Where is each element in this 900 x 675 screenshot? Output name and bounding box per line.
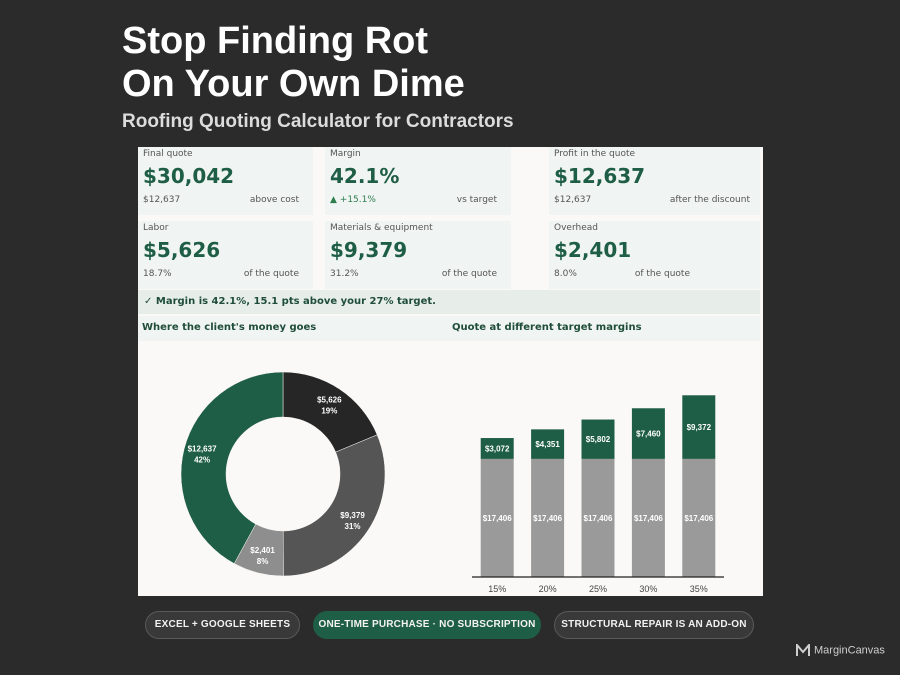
donut-slice — [180, 371, 284, 564]
kpi-sub-note: of the quote — [243, 269, 299, 279]
slice-percent-label: 19% — [321, 407, 337, 416]
bar-segment — [682, 395, 716, 459]
bar-section-title: Quote at different target margins — [448, 316, 760, 341]
kpi-label: Labor — [143, 223, 169, 233]
bar-value-label: $4,351 — [535, 440, 560, 449]
bar-value-label: $3,072 — [485, 444, 510, 453]
bar-segment — [531, 458, 565, 577]
bar-value-label: $7,460 — [636, 430, 661, 439]
pill-structural-repair: STRUCTURAL REPAIR IS AN ADD-ON — [554, 611, 754, 639]
bar-value-label: $17,406 — [634, 514, 663, 523]
x-tick-label: 25% — [589, 584, 607, 594]
donut-chart: $5,626 19% $9,379 31% $2,401 8% $12,637 42% — [180, 371, 386, 577]
kpi-value: $5,626 — [143, 238, 221, 262]
kpi-sub: 18.7% — [143, 269, 172, 279]
kpi-sub: $12,637 — [554, 195, 592, 205]
headline: Stop Finding Rot On Your Own Dime — [122, 20, 465, 106]
subtitle: Roofing Quoting Calculator for Contracto… — [122, 111, 514, 132]
kpi-value: $2,401 — [554, 238, 632, 262]
bar-value-label: $5,802 — [586, 435, 611, 444]
headline-line-2: On Your Own Dime — [122, 63, 465, 105]
headline-line-1: Stop Finding Rot — [122, 20, 429, 62]
margin-status-banner: ✓ Margin is 42.1%, 15.1 pts above your 2… — [138, 290, 760, 314]
kpi-final-quote: Final quote $30,042 $12,637 above cost — [138, 147, 313, 215]
margincanvas-logo-icon — [796, 644, 810, 656]
kpi-sub-note: after the discount — [669, 195, 750, 205]
kpi-sub-note: of the quote — [441, 269, 497, 279]
kpi-label: Final quote — [143, 149, 193, 159]
donut-slice — [282, 434, 386, 577]
kpi-overhead: Overhead $2,401 8.0% of the quote — [549, 221, 760, 289]
kpi-value: 42.1% — [330, 164, 400, 188]
kpi-profit: Profit in the quote $12,637 $12,637 afte… — [549, 147, 760, 215]
x-tick-label: 20% — [539, 584, 557, 594]
bar-value-label: $17,406 — [533, 514, 562, 523]
kpi-sub-note: of the quote — [634, 269, 690, 279]
kpi-label: Profit in the quote — [554, 149, 636, 159]
kpi-margin: Margin 42.1% ▲ +15.1% vs target — [325, 147, 511, 215]
bar-segment — [581, 458, 615, 577]
slice-percent-label: 31% — [345, 522, 361, 531]
bar-value-label: $17,406 — [483, 514, 512, 523]
brand: MarginCanvas — [796, 644, 885, 657]
kpi-sub-note: above cost — [249, 195, 299, 205]
kpi-sub: 8.0% — [554, 269, 577, 279]
bar-segment — [682, 458, 716, 577]
calculator-sheet: Final quote $30,042 $12,637 above cost M… — [138, 147, 763, 596]
kpi-sub: $12,637 — [143, 195, 181, 205]
kpi-value: $9,379 — [330, 238, 408, 262]
bar-segment — [631, 408, 665, 459]
slice-percent-label: 42% — [194, 455, 210, 464]
check-icon: ✓ — [144, 296, 153, 307]
kpi-sub: ▲ +15.1% — [330, 195, 376, 205]
bar-segment — [480, 438, 514, 459]
kpi-label: Overhead — [554, 223, 598, 233]
pill-one-time-purchase: ONE-TIME PURCHASE · NO SUBSCRIPTION — [313, 611, 541, 639]
slice-value-label: $5,626 — [317, 396, 342, 405]
kpi-sub-note: vs target — [456, 195, 497, 205]
kpi-materials: Materials & equipment $9,379 31.2% of th… — [325, 221, 511, 289]
x-tick-label: 30% — [639, 584, 657, 594]
kpi-labor: Labor $5,626 18.7% of the quote — [138, 221, 313, 289]
slice-percent-label: 8% — [257, 557, 269, 566]
donut-section-title: Where the client's money goes — [138, 316, 448, 341]
bar-value-label: $17,406 — [684, 514, 713, 523]
brand-name: MarginCanvas — [814, 644, 885, 657]
bar-segment — [581, 419, 615, 459]
kpi-value: $30,042 — [143, 164, 235, 188]
slice-value-label: $9,379 — [340, 511, 365, 520]
pill-excel-google-sheets: EXCEL + GOOGLE SHEETS — [145, 611, 300, 639]
slice-value-label: $12,637 — [188, 444, 217, 453]
bar-value-label: $9,372 — [687, 423, 712, 432]
x-tick-label: 35% — [690, 584, 708, 594]
slice-value-label: $2,401 — [250, 546, 275, 555]
bar-segment — [631, 458, 665, 577]
bar-segment — [531, 429, 565, 459]
kpi-sub: 31.2% — [330, 269, 359, 279]
kpi-label: Materials & equipment — [330, 223, 433, 233]
kpi-label: Margin — [330, 149, 361, 159]
status-text: Margin is 42.1%, 15.1 pts above your 27%… — [155, 296, 436, 307]
bar-segment — [480, 458, 514, 577]
bar-chart: $17,406 $3,072 15% $17,406 $4,351 20% $17,406 $… — [472, 395, 724, 594]
x-tick-label: 15% — [488, 584, 506, 594]
bar-value-label: $17,406 — [584, 514, 613, 523]
kpi-value: $12,637 — [554, 164, 646, 188]
